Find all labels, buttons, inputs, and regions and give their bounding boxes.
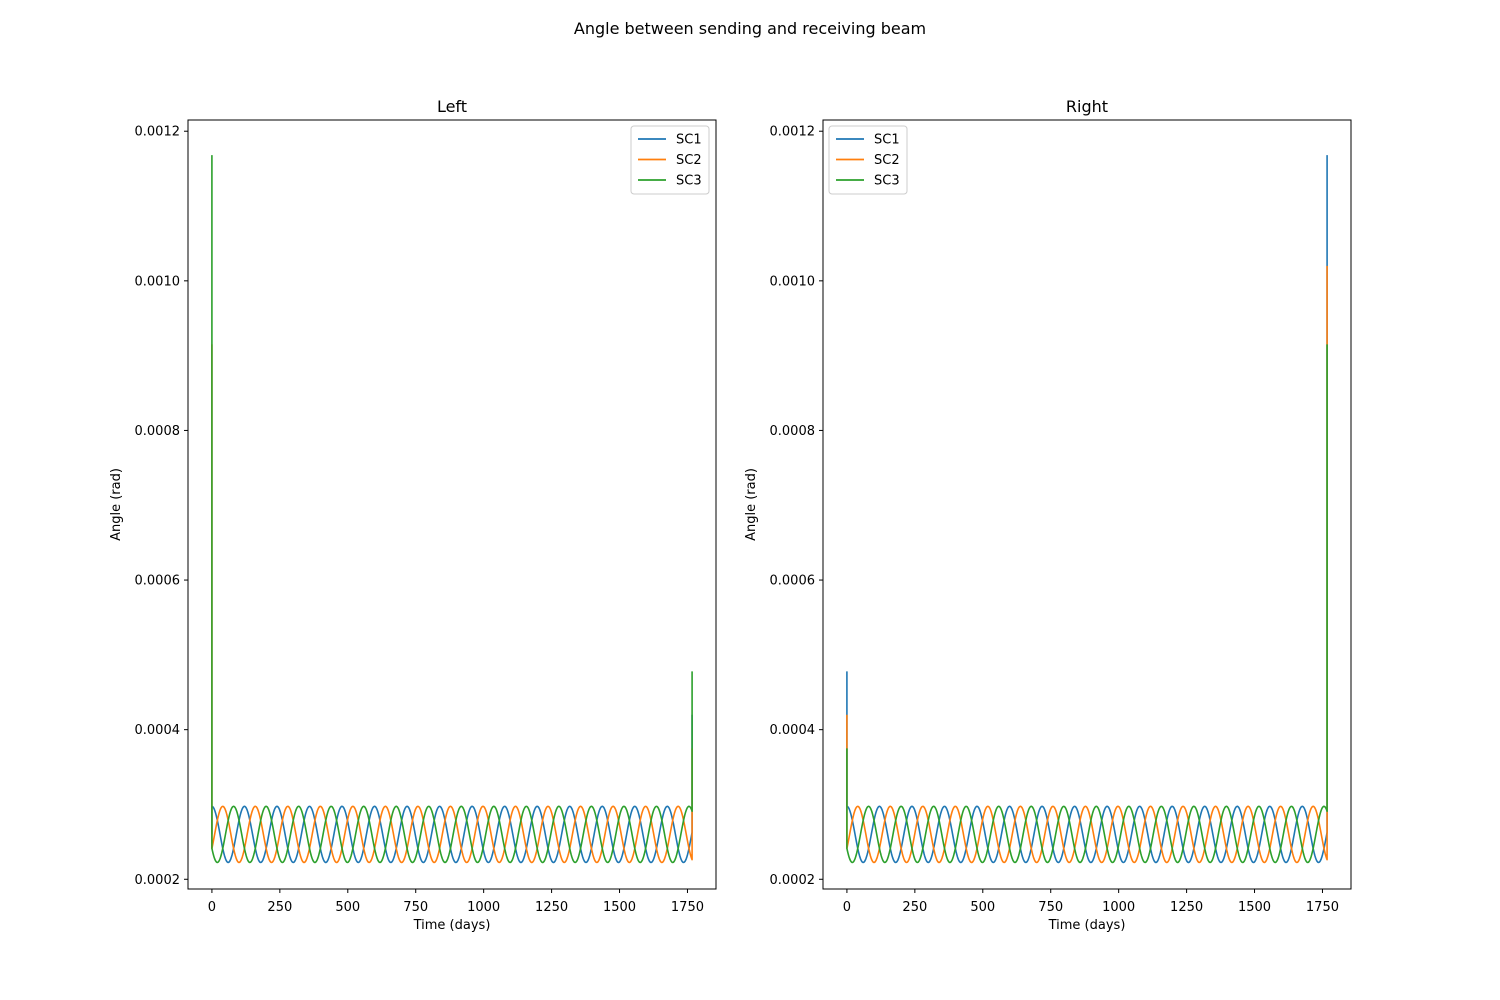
x-tick-label: 0 xyxy=(843,900,851,915)
x-tick-label: 1750 xyxy=(1306,900,1339,915)
series-line-sc1 xyxy=(211,714,693,864)
x-axis-label: Time (days) xyxy=(1048,918,1126,933)
y-tick-label: 0.0002 xyxy=(135,873,181,888)
x-tick-label: 1750 xyxy=(671,900,704,915)
chart-panel-right: 0 250 500 750 1000 1250 1500 1750 0.0002 0.0004 0.… xyxy=(744,97,1352,933)
x-tick-label: 0 xyxy=(208,900,216,915)
legend-label-sc1: SC1 xyxy=(874,133,900,148)
x-tick-label: 1250 xyxy=(1170,900,1203,915)
y-tick-label: 0.0012 xyxy=(770,125,816,140)
x-tick-label: 1000 xyxy=(1102,900,1135,915)
legend-label-sc3: SC3 xyxy=(676,174,702,189)
y-tick-label: 0.0006 xyxy=(770,574,816,589)
y-axis-label: Angle (rad) xyxy=(109,468,124,541)
legend-label-sc2: SC2 xyxy=(676,153,702,168)
y-tick-label: 0.0008 xyxy=(135,424,181,439)
series-line-sc2 xyxy=(846,265,1328,864)
legend: SC1 SC2 SC3 xyxy=(828,125,908,195)
x-axis-label: Time (days) xyxy=(413,918,491,933)
x-tick-label: 1000 xyxy=(467,900,500,915)
chart-panels: 0 250 500 750 1000 1250 1500 1750 0.0002 0.0004 0.… xyxy=(109,97,1352,933)
y-tick-label: 0.0004 xyxy=(135,723,181,738)
x-tick-label: 500 xyxy=(970,900,995,915)
x-tick-label: 750 xyxy=(403,900,428,915)
x-tick-label: 1500 xyxy=(1238,900,1271,915)
x-tick-label: 1250 xyxy=(535,900,568,915)
x-tick-label: 250 xyxy=(267,900,292,915)
x-tick-label: 500 xyxy=(335,900,360,915)
y-tick-label: 0.0012 xyxy=(135,125,181,140)
panel-title: Right xyxy=(1066,97,1108,116)
y-tick-label: 0.0006 xyxy=(135,574,181,589)
legend-label-sc3: SC3 xyxy=(874,174,900,189)
legend-box xyxy=(630,125,710,195)
chart-panel-left: 0 250 500 750 1000 1250 1500 1750 0.0002 0.0004 0.… xyxy=(109,97,717,933)
series-line-sc3 xyxy=(211,155,693,864)
x-tick-label: 1500 xyxy=(603,900,636,915)
y-tick-label: 0.0004 xyxy=(770,723,816,738)
panel-title: Left xyxy=(437,97,467,116)
x-tick-label: 750 xyxy=(1038,900,1063,915)
series-line-sc3 xyxy=(846,344,1328,864)
y-axis-label: Angle (rad) xyxy=(744,468,759,541)
y-tick-label: 0.0010 xyxy=(135,274,181,289)
legend-label-sc1: SC1 xyxy=(676,133,702,148)
series-line-sc1 xyxy=(846,155,1328,864)
y-tick-label: 0.0010 xyxy=(770,274,816,289)
axes-frame xyxy=(187,119,717,890)
legend-box xyxy=(828,125,908,195)
series-group-right xyxy=(846,155,1328,864)
y-tick-label: 0.0002 xyxy=(770,873,816,888)
axes-frame xyxy=(822,119,1352,890)
series-line-sc2 xyxy=(211,344,693,864)
legend-label-sc2: SC2 xyxy=(874,153,900,168)
x-tick-label: 250 xyxy=(902,900,927,915)
series-group-left xyxy=(211,155,693,864)
y-tick-label: 0.0008 xyxy=(770,424,816,439)
figure-suptitle: Angle between sending and receiving beam xyxy=(574,19,926,38)
legend: SC1 SC2 SC3 xyxy=(630,125,710,195)
